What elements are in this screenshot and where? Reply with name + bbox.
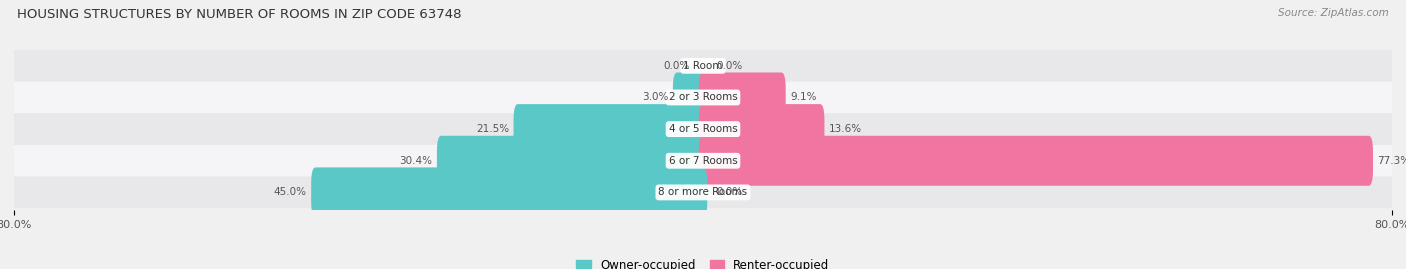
FancyBboxPatch shape bbox=[673, 72, 707, 122]
Text: 1 Room: 1 Room bbox=[683, 61, 723, 71]
Text: 9.1%: 9.1% bbox=[790, 93, 817, 102]
Text: 0.0%: 0.0% bbox=[716, 187, 742, 197]
Text: 2 or 3 Rooms: 2 or 3 Rooms bbox=[669, 93, 737, 102]
FancyBboxPatch shape bbox=[513, 104, 707, 154]
FancyBboxPatch shape bbox=[14, 113, 1392, 145]
Text: 8 or more Rooms: 8 or more Rooms bbox=[658, 187, 748, 197]
Text: 77.3%: 77.3% bbox=[1378, 156, 1406, 166]
FancyBboxPatch shape bbox=[437, 136, 707, 186]
Text: 6 or 7 Rooms: 6 or 7 Rooms bbox=[669, 156, 737, 166]
Text: 0.0%: 0.0% bbox=[664, 61, 690, 71]
FancyBboxPatch shape bbox=[14, 82, 1392, 113]
Text: 30.4%: 30.4% bbox=[399, 156, 433, 166]
Legend: Owner-occupied, Renter-occupied: Owner-occupied, Renter-occupied bbox=[572, 254, 834, 269]
FancyBboxPatch shape bbox=[14, 145, 1392, 176]
Text: 13.6%: 13.6% bbox=[828, 124, 862, 134]
FancyBboxPatch shape bbox=[699, 136, 1374, 186]
FancyBboxPatch shape bbox=[311, 167, 707, 217]
Text: 21.5%: 21.5% bbox=[477, 124, 509, 134]
Text: 0.0%: 0.0% bbox=[716, 61, 742, 71]
Text: 3.0%: 3.0% bbox=[643, 93, 669, 102]
FancyBboxPatch shape bbox=[14, 176, 1392, 208]
Text: HOUSING STRUCTURES BY NUMBER OF ROOMS IN ZIP CODE 63748: HOUSING STRUCTURES BY NUMBER OF ROOMS IN… bbox=[17, 8, 461, 21]
FancyBboxPatch shape bbox=[699, 72, 786, 122]
Text: Source: ZipAtlas.com: Source: ZipAtlas.com bbox=[1278, 8, 1389, 18]
Text: 45.0%: 45.0% bbox=[274, 187, 307, 197]
FancyBboxPatch shape bbox=[699, 104, 824, 154]
Text: 4 or 5 Rooms: 4 or 5 Rooms bbox=[669, 124, 737, 134]
FancyBboxPatch shape bbox=[14, 50, 1392, 82]
